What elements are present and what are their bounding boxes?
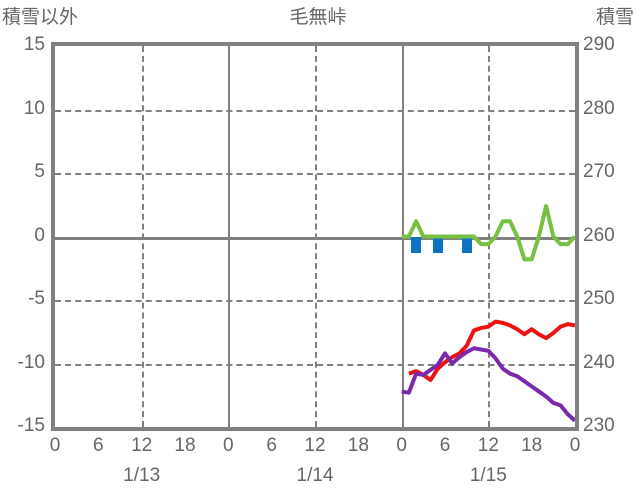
midday-gridline bbox=[315, 46, 317, 427]
series-line bbox=[408, 319, 575, 383]
x-axis-tick-label: 0 bbox=[396, 435, 407, 456]
y-axis-right-tick-label: 240 bbox=[583, 351, 615, 373]
y-axis-left-tick-label: 0 bbox=[34, 224, 45, 246]
series-line bbox=[401, 204, 575, 262]
y-axis-left-tick-label: -15 bbox=[17, 415, 45, 436]
plot-inner bbox=[55, 46, 575, 427]
x-axis-tick-label: 18 bbox=[521, 435, 543, 456]
x-axis-day-label: 1/14 bbox=[296, 465, 334, 486]
y-axis-right-tick-label: 250 bbox=[583, 288, 615, 309]
midday-gridline bbox=[488, 46, 491, 427]
y-axis-right-tick-label: 260 bbox=[583, 224, 615, 246]
precipitation-bar bbox=[411, 236, 422, 253]
midday-gridline bbox=[141, 46, 144, 427]
y-axis-right-tick-label: 270 bbox=[583, 161, 615, 182]
x-axis-tick-label: 6 bbox=[266, 435, 277, 456]
x-axis-tick-label: 18 bbox=[174, 435, 196, 456]
y-axis-left-tick-label: 10 bbox=[23, 97, 45, 119]
y-axis-right-tick-label: 230 bbox=[583, 415, 615, 436]
right-axis-title: 積雪 bbox=[595, 7, 634, 28]
x-axis-tick-label: 0 bbox=[569, 435, 581, 456]
left-axis-title: 積雪以外 bbox=[2, 7, 79, 28]
y-axis-right-tick-label: 280 bbox=[583, 97, 615, 119]
y-axis-left-tick-label: 5 bbox=[34, 161, 45, 182]
x-axis-tick-label: 6 bbox=[93, 435, 104, 456]
x-axis-day-label: 1/13 bbox=[123, 465, 161, 486]
x-axis-day-label: 1/15 bbox=[469, 465, 507, 486]
x-axis-tick-label: 12 bbox=[304, 435, 326, 456]
precipitation-bar bbox=[432, 236, 443, 253]
plot-area bbox=[51, 42, 579, 431]
page-title: 毛無峠 bbox=[289, 7, 347, 28]
y-axis-left-tick-label: 15 bbox=[23, 34, 45, 55]
y-axis-left-tick-label: -5 bbox=[28, 288, 45, 309]
x-axis-tick-label: 12 bbox=[477, 435, 499, 456]
day-boundary-gridline bbox=[228, 46, 231, 427]
precipitation-bar bbox=[461, 236, 472, 253]
series-layer bbox=[401, 204, 575, 423]
series-line bbox=[401, 346, 575, 423]
x-axis-tick-label: 0 bbox=[223, 435, 234, 456]
x-axis-tick-label: 18 bbox=[347, 435, 369, 456]
y-axis-right-tick-label: 290 bbox=[583, 34, 615, 55]
x-axis-tick-label: 6 bbox=[439, 435, 451, 456]
y-axis-left-tick-label: -10 bbox=[17, 351, 45, 373]
x-axis-tick-label: 0 bbox=[49, 435, 61, 456]
x-axis-tick-label: 12 bbox=[131, 435, 153, 456]
